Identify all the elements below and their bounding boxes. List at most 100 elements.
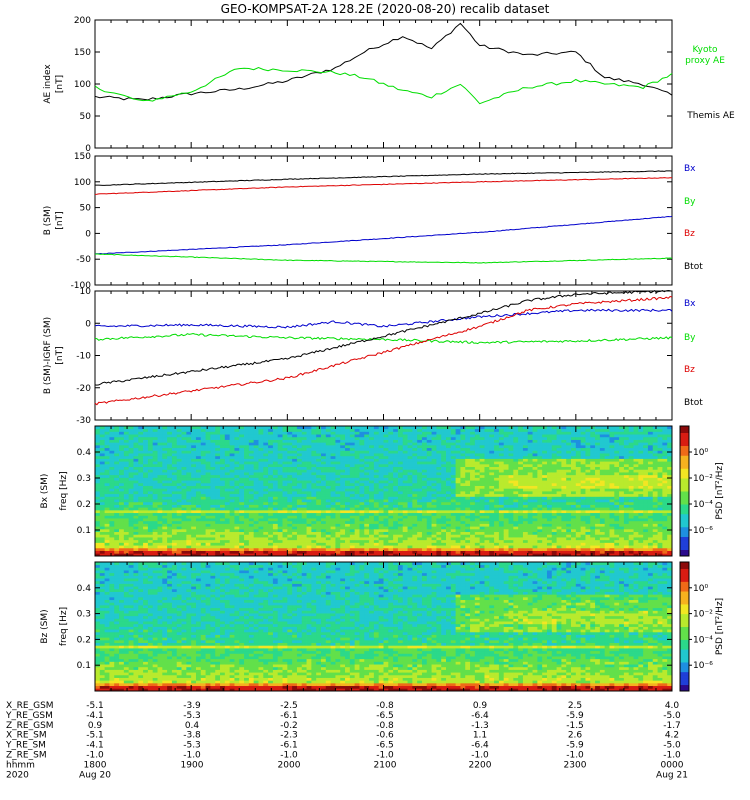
- spectrogram-cell: [114, 472, 120, 476]
- spectrogram-cell: [268, 523, 274, 527]
- spectrogram-cell: [229, 523, 235, 527]
- spectrogram-cell: [527, 444, 533, 449]
- spectrogram-cell: [450, 528, 457, 533]
- spectrogram-cell: [325, 431, 332, 435]
- spectrogram-cell: [383, 444, 389, 449]
- spectrogram-cell: [296, 499, 303, 503]
- spectrogram-cell: [239, 545, 245, 549]
- spectrogram-cell: [320, 474, 327, 478]
- spectrogram-cell: [402, 482, 408, 486]
- spectrogram-cell: [301, 472, 307, 476]
- spectrogram-cell: [479, 439, 485, 443]
- spectrogram-cell: [561, 509, 567, 514]
- spectrogram-cell: [393, 547, 399, 551]
- spectrogram-cell: [143, 512, 149, 516]
- spectrogram-cell: [258, 466, 264, 470]
- spectrogram-cell: [167, 534, 173, 538]
- spectrogram-cell: [436, 531, 442, 535]
- spectrogram-cell: [455, 436, 461, 440]
- spectrogram-cell: [200, 434, 206, 438]
- spectrogram-cell: [229, 450, 235, 454]
- spectrogram-cell: [542, 469, 548, 473]
- spectrogram-cell: [354, 439, 360, 443]
- spectrogram-cell: [239, 534, 245, 538]
- y-tick-label: 0: [85, 229, 91, 239]
- spectrogram-cell: [162, 528, 168, 533]
- spectrogram-cell: [349, 447, 356, 451]
- spectrogram-cell: [455, 439, 461, 443]
- spectrogram-cell: [527, 512, 533, 516]
- spectrogram-cell: [268, 453, 274, 457]
- spectrogram-cell: [373, 553, 380, 557]
- spectrogram-cell: [167, 518, 173, 522]
- spectrogram-cell: [104, 493, 110, 497]
- spectrogram-cell: [224, 512, 231, 516]
- spectrogram-cell: [537, 453, 543, 457]
- spectrogram-cell: [119, 526, 125, 530]
- spectrogram-cell: [330, 534, 336, 538]
- spectrogram-cell: [215, 550, 221, 554]
- spectrogram-cell: [248, 466, 255, 470]
- spectrogram-cell: [114, 450, 120, 454]
- spectrogram-cell: [200, 515, 206, 519]
- spectrogram-cell: [364, 466, 370, 470]
- spectrogram-cell: [522, 542, 529, 546]
- spectrogram-cell: [508, 469, 514, 473]
- spectrogram-cell: [258, 537, 264, 541]
- spectrogram-cell: [263, 463, 269, 468]
- spectrogram-cell: [364, 526, 370, 530]
- spectrogram-cell: [138, 469, 144, 473]
- spectrogram-cell: [167, 447, 173, 451]
- spectrogram-cell: [248, 458, 255, 462]
- spectrogram-cell: [171, 499, 178, 503]
- spectrogram-cell: [407, 534, 413, 538]
- spectrogram-cell: [147, 496, 154, 500]
- spectrogram-cell: [340, 491, 346, 495]
- spectrogram-cell: [479, 542, 485, 546]
- spectrogram-cell: [522, 501, 529, 505]
- spectrogram-cell: [412, 545, 418, 549]
- spectrogram-cell: [292, 461, 298, 465]
- spectrogram-cell: [123, 477, 130, 481]
- spectrogram-cell: [494, 547, 500, 551]
- spectrogram-cell: [494, 491, 500, 495]
- spectrogram-cell: [551, 485, 557, 489]
- spectrogram-cell: [455, 472, 461, 476]
- spectrogram-cell: [470, 545, 476, 549]
- spectrogram-cell: [330, 439, 336, 443]
- spectrogram-cell: [518, 455, 524, 459]
- spectrogram-cell: [494, 528, 500, 533]
- spectrogram-cell: [503, 531, 509, 535]
- spectrogram-cell: [123, 431, 130, 435]
- spectrogram-cell: [268, 553, 274, 557]
- spectrogram-cell: [133, 447, 139, 451]
- spectrogram-cell: [426, 526, 432, 530]
- spectrogram-cell: [282, 442, 288, 446]
- spectrogram-cell: [393, 518, 399, 522]
- spectrogram-cell: [532, 436, 538, 440]
- spectrogram-cell: [446, 534, 452, 538]
- spectrogram-cell: [157, 431, 163, 435]
- spectrogram-cell: [527, 463, 533, 468]
- spectrogram-cell: [527, 431, 533, 435]
- spectrogram-cell: [282, 507, 288, 511]
- spectrogram-cell: [301, 542, 307, 546]
- spectrogram-cell: [143, 461, 149, 465]
- spectrogram-cell: [532, 504, 538, 508]
- spectrogram-cell: [167, 545, 173, 549]
- spectrogram-cell: [393, 477, 399, 481]
- spectrogram-cell: [181, 469, 187, 473]
- spectrogram-cell: [234, 512, 240, 516]
- spectrogram-cell: [181, 436, 187, 440]
- spectrogram-cell: [373, 531, 380, 535]
- spectrogram-cell: [239, 488, 245, 492]
- spectrogram-cell: [205, 482, 211, 486]
- spectrogram-cell: [359, 466, 365, 470]
- spectrogram-cell: [133, 455, 139, 459]
- spectrogram-cell: [138, 472, 144, 476]
- spectrogram-cell: [537, 431, 543, 435]
- spectrogram-cell: [556, 539, 562, 543]
- spectrogram-cell: [311, 537, 317, 541]
- spectrogram-cell: [99, 472, 106, 476]
- spectrogram-cell: [119, 469, 125, 473]
